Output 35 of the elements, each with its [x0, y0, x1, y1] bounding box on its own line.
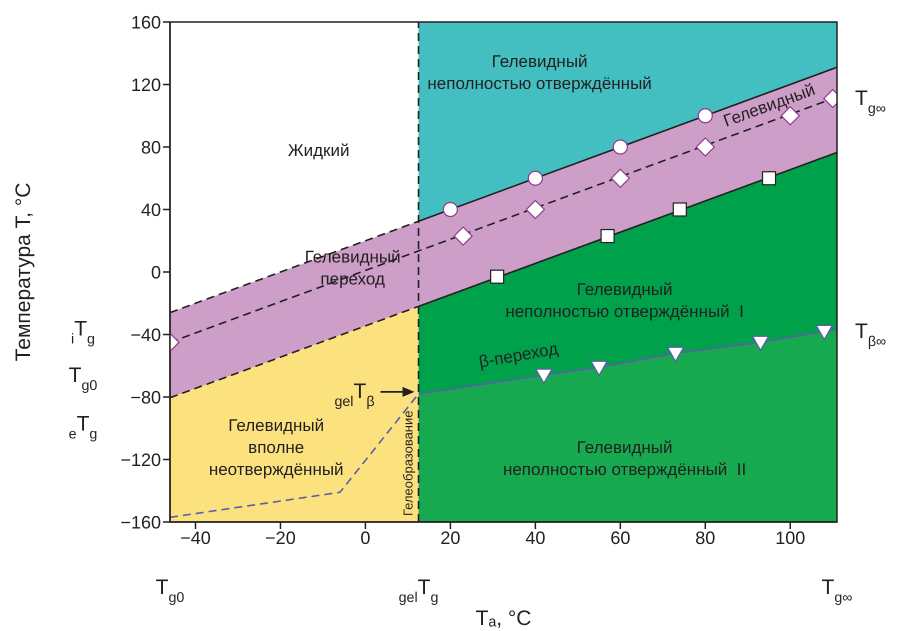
y-tick-label: 160: [130, 12, 161, 32]
y-tick-label: 120: [130, 74, 161, 95]
y-axis-title: Температура T, °C: [12, 182, 35, 362]
text: T$_{g0}$: [68, 364, 98, 394]
y-tick-label: 0: [150, 262, 161, 282]
y-tick-label: −80: [130, 387, 161, 408]
x-tick-label: −20: [265, 528, 296, 548]
x-tick-label: −40: [180, 528, 211, 548]
ref-line-label: Гелеобразование: [400, 410, 416, 516]
text: T$_{g∞}$: [822, 576, 852, 606]
text: $_{gel}$T$_{g}$: [398, 576, 438, 606]
x-tick-label: 0: [360, 528, 370, 548]
y-tick-label: −120: [120, 450, 161, 470]
x-tick-label: 100: [775, 528, 806, 548]
annotation: Гелевидный неполностью отверждённый II: [502, 438, 746, 479]
annotation: β-переход: [477, 338, 560, 372]
y-tick-label: 40: [140, 200, 161, 220]
annotation: $_{gel}$T$_{β}$: [334, 380, 375, 410]
text: $_{i}$T$_{g}$: [71, 317, 96, 348]
text: $_{e}$T$_{g}$: [68, 412, 98, 443]
x-tick-label: 40: [525, 528, 546, 548]
text: T$_{g∞}$: [855, 87, 886, 117]
y-tick-label: 80: [140, 137, 161, 158]
x-axis-title: Tₐ, °C: [476, 607, 532, 630]
text: T$_{β∞}$: [855, 320, 886, 350]
annotation: Гелевидный вполне неотверждённый: [208, 416, 344, 479]
annotation: Гелевидный неполностью отверждённый I: [505, 280, 744, 322]
annotation: Жидкий: [288, 141, 350, 160]
y-tick-label: −160: [120, 512, 161, 532]
x-tick-label: 60: [610, 528, 630, 548]
x-tick-label: 20: [440, 528, 460, 548]
annotation: Гелевидный неполностью отверждённый: [427, 52, 652, 93]
x-tick-label: 80: [695, 528, 716, 548]
text: T$_{g0}$: [156, 576, 184, 606]
y-tick-label: −40: [130, 324, 161, 345]
